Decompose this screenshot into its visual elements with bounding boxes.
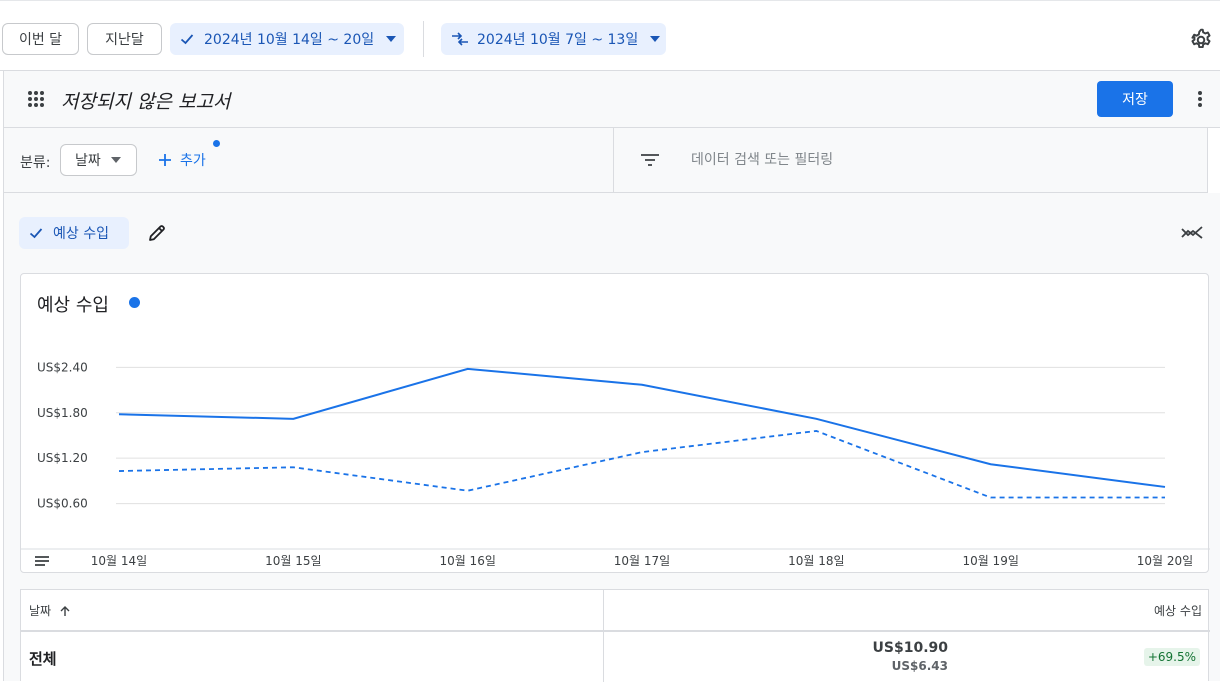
arrow-up-icon bbox=[60, 605, 70, 616]
data-table: 날짜 예상 수입 전체 US$10.90 US$6.43 +69.5% bbox=[20, 589, 1210, 682]
chevron-down-icon bbox=[386, 36, 397, 42]
search-filter-input[interactable] bbox=[691, 149, 1141, 171]
compare-range-selector[interactable]: 2024년 10월 7일 ~ 13일 bbox=[441, 23, 666, 55]
x-tick-label: 10월 20일 bbox=[1137, 554, 1193, 568]
dimension-value: 날짜 bbox=[75, 153, 101, 169]
metric-chip[interactable]: 예상 수입 bbox=[19, 217, 129, 249]
total-row-label: 전체 bbox=[29, 650, 57, 668]
chart-title: 예상 수입 bbox=[37, 295, 109, 316]
date-range-label: 2024년 10월 14일 ~ 20일 bbox=[204, 32, 375, 48]
total-value: US$10.90 bbox=[872, 640, 948, 656]
add-label: 추가 bbox=[180, 153, 206, 169]
report-header: 저장되지 않은 보고서 저장 bbox=[3, 71, 1220, 128]
filter-bar: 분류: 날짜 추가 bbox=[3, 128, 1208, 193]
report-content: 예상 수입 예상 수입 US$2.40 US$1.80 US$1.20 US$0.60… bbox=[3, 193, 1220, 682]
classification-label: 분류: bbox=[20, 155, 51, 171]
dimension-select[interactable]: 날짜 bbox=[60, 144, 137, 176]
check-icon bbox=[29, 228, 43, 239]
table-lines-icon[interactable] bbox=[34, 555, 50, 568]
metric-chip-label: 예상 수입 bbox=[53, 226, 109, 242]
save-button[interactable]: 저장 bbox=[1097, 81, 1173, 117]
edit-pencil-icon[interactable] bbox=[147, 223, 167, 243]
x-tick-label: 10월 17일 bbox=[614, 554, 670, 568]
metric-column-header[interactable]: 예상 수입 bbox=[1154, 604, 1202, 618]
x-tick-label: 10월 15일 bbox=[265, 554, 321, 568]
x-tick-label: 10월 16일 bbox=[439, 554, 495, 568]
notification-dot bbox=[213, 140, 220, 147]
chevron-down-icon bbox=[650, 36, 661, 42]
x-tick-label: 10월 19일 bbox=[962, 554, 1018, 568]
last-month-button[interactable]: 지난달 bbox=[87, 23, 162, 55]
y-tick-label: US$1.80 bbox=[37, 406, 88, 420]
x-tick-label: 10월 14일 bbox=[91, 554, 147, 568]
date-column-header[interactable]: 날짜 bbox=[29, 602, 71, 619]
add-dimension-button[interactable]: 추가 bbox=[158, 150, 206, 170]
current-series-line bbox=[118, 367, 1166, 488]
date-column-label: 날짜 bbox=[29, 604, 52, 618]
chevron-down-icon bbox=[110, 157, 121, 163]
legend-dot bbox=[129, 297, 140, 308]
toolbar-divider bbox=[423, 21, 424, 57]
compare-arrows-icon bbox=[452, 32, 468, 46]
check-icon bbox=[180, 34, 194, 45]
column-divider bbox=[603, 590, 604, 682]
y-tick-label: US$1.20 bbox=[37, 451, 88, 465]
change-badge: +69.5% bbox=[1143, 648, 1200, 666]
x-tick-label: 10월 18일 bbox=[788, 554, 844, 568]
comparison-series-line bbox=[118, 430, 1165, 499]
date-toolbar: 이번 달 지난달 2024년 10월 14일 ~ 20일 2024년 10월 7… bbox=[0, 0, 1220, 71]
filter-list-icon bbox=[641, 154, 659, 166]
y-tick-label: US$2.40 bbox=[37, 360, 88, 374]
date-range-selector[interactable]: 2024년 10월 14일 ~ 20일 bbox=[170, 23, 404, 55]
plus-icon bbox=[159, 154, 171, 166]
trending-compare-icon[interactable] bbox=[1180, 223, 1204, 243]
table-header: 날짜 예상 수입 bbox=[21, 590, 1210, 632]
total-previous-value: US$6.43 bbox=[891, 659, 948, 673]
gear-icon[interactable] bbox=[1188, 27, 1214, 53]
more-vert-icon[interactable] bbox=[1195, 89, 1205, 109]
chart-card: 예상 수입 US$2.40 US$1.80 US$1.20 US$0.60 10월 14… bbox=[20, 273, 1210, 573]
apps-grid-icon[interactable] bbox=[27, 90, 45, 108]
filter-divider bbox=[613, 128, 614, 192]
compare-range-label: 2024년 10월 7일 ~ 13일 bbox=[477, 32, 639, 48]
y-tick-label: US$0.60 bbox=[37, 497, 88, 511]
this-month-button[interactable]: 이번 달 bbox=[2, 23, 79, 55]
report-title[interactable]: 저장되지 않은 보고서 bbox=[61, 91, 231, 113]
line-chart: US$2.40 US$1.80 US$1.20 US$0.60 10월 14일 10월 1… bbox=[21, 360, 1210, 568]
